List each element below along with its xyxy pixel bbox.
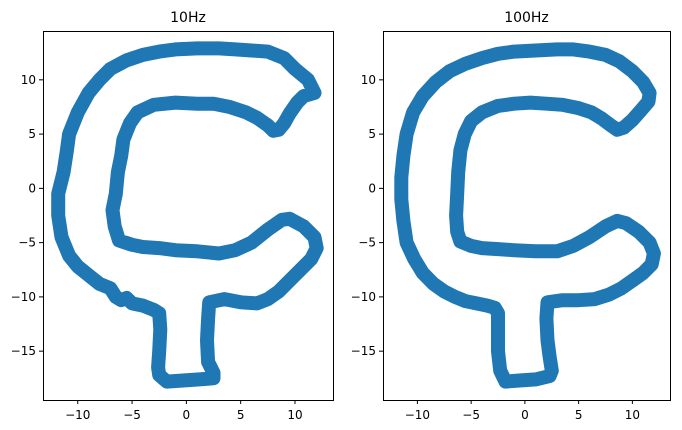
chart-title: 10Hz (170, 10, 206, 26)
y-tick-label: 10 (21, 73, 36, 87)
x-tick-label: 0 (183, 408, 191, 422)
y-tick-label: −5 (18, 236, 36, 250)
y-tick-label: −5 (358, 236, 376, 250)
y-tick-label: −10 (11, 290, 36, 304)
axes-frame (43, 31, 334, 401)
x-tick-label: −5 (123, 408, 141, 422)
series-line-1 (51, 41, 324, 389)
x-tick-label: −5 (462, 408, 480, 422)
y-tick-label: 0 (28, 181, 36, 195)
x-tick-label: 5 (575, 408, 583, 422)
series-line-1 (394, 42, 661, 389)
chart-panel-1: −10 −5 0 5 10 10 5 0 −5 −10 −15 10Hz (11, 10, 334, 422)
y-tick-label: −10 (351, 290, 376, 304)
chart-panel-2: −10 −5 0 5 10 10 5 0 −5 −10 −15 100Hz (351, 10, 671, 422)
axes-frame (383, 31, 671, 401)
x-tick-label: 5 (237, 408, 245, 422)
y-tick-label: −15 (11, 344, 36, 358)
x-tick-label: −10 (65, 408, 90, 422)
y-tick-label: −15 (351, 344, 376, 358)
y-tick-label: 10 (361, 73, 376, 87)
chart-title: 100Hz (504, 10, 549, 26)
x-tick-label: 10 (287, 408, 302, 422)
x-tick-label: −10 (405, 408, 430, 422)
y-tick-label: 0 (368, 181, 376, 195)
x-tick-label: 10 (625, 408, 640, 422)
y-tick-label: 5 (368, 127, 376, 141)
x-tick-label: 0 (521, 408, 529, 422)
y-tick-label: 5 (28, 127, 36, 141)
